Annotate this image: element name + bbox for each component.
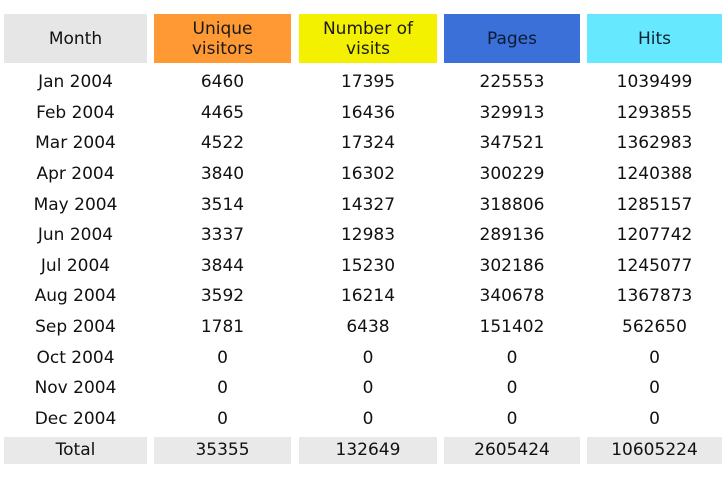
unique-visitors-cell: 0: [217, 408, 228, 429]
table-header-row: Month Unique visitors Number of visits P…: [4, 14, 722, 63]
total-hits: 10605224: [587, 437, 722, 465]
month-cell: Jul 2004: [40, 255, 111, 276]
visits-cell: 16436: [340, 102, 396, 123]
month-cell: Jan 2004: [38, 72, 113, 93]
visits-cell: 14327: [340, 194, 396, 215]
hits-cell: 1293855: [616, 102, 693, 123]
unique-visitors-cell: 3592: [200, 286, 245, 307]
unique-visitors-cell: 3337: [200, 225, 245, 246]
visits-cell: 6438: [346, 317, 390, 338]
pages-cell: 300229: [479, 164, 545, 185]
unique-visitors-cell: 3840: [200, 164, 245, 185]
month-cell: Mar 2004: [35, 133, 116, 154]
table-row: Apr 2004 3840 16302 300229 1240388: [4, 159, 722, 190]
unique-visitors-cell: 4465: [200, 102, 245, 123]
hits-cell: 1285157: [616, 194, 693, 215]
table-body: Jan 2004 6460 17395 225553 1039499 Feb 2004 44…: [4, 67, 722, 434]
visits-cell: 0: [362, 378, 374, 399]
month-cell: Sep 2004: [35, 317, 116, 338]
pages-cell: 340678: [479, 286, 545, 307]
hits-cell: 562650: [622, 317, 687, 338]
unique-visitors-cell: 0: [217, 378, 228, 399]
unique-visitors-cell: 0: [217, 347, 228, 368]
table-row: Oct 2004 0 0 0 0: [4, 342, 722, 373]
hits-cell: 1207742: [616, 225, 693, 246]
hits-cell: 1245077: [616, 255, 693, 276]
monthly-stats-table: Month Unique visitors Number of visits P…: [4, 14, 722, 465]
hits-cell: 0: [649, 347, 660, 368]
month-cell: Feb 2004: [36, 102, 115, 123]
visits-cell: 16214: [340, 286, 396, 307]
table-row: May 2004 3514 14327 318806 1285157: [4, 189, 722, 220]
month-cell: Oct 2004: [36, 347, 115, 368]
month-cell: May 2004: [33, 194, 118, 215]
hits-cell: 1362983: [616, 133, 693, 154]
visits-cell: 17395: [340, 72, 396, 93]
table-row: Jul 2004 3844 15230 302186 1245077: [4, 251, 722, 282]
total-visits: 132649: [299, 437, 437, 465]
table-row: Jun 2004 3337 12983 289136 1207742: [4, 220, 722, 251]
visits-cell: 12983: [340, 225, 396, 246]
pages-cell: 318806: [479, 194, 545, 215]
pages-cell: 347521: [479, 133, 545, 154]
pages-cell: 302186: [479, 255, 545, 276]
table-row: Aug 2004 3592 16214 340678 1367873: [4, 281, 722, 312]
table-row: Nov 2004 0 0 0 0: [4, 373, 722, 404]
unique-visitors-cell: 1781: [200, 317, 245, 338]
pages-cell: 329913: [479, 102, 545, 123]
total-row: Total 35355 132649 2605424 10605224: [4, 437, 722, 465]
month-cell: Nov 2004: [34, 378, 117, 399]
pages-cell: 151402: [479, 317, 545, 338]
pages-cell: 0: [506, 347, 518, 368]
table-row: Dec 2004 0 0 0 0: [4, 404, 722, 435]
table-row: Jan 2004 6460 17395 225553 1039499: [4, 67, 722, 98]
header-month: Month: [4, 14, 147, 63]
visits-cell: 16302: [340, 164, 396, 185]
unique-visitors-cell: 4522: [200, 133, 245, 154]
header-number-of-visits: Number of visits: [299, 14, 437, 63]
unique-visitors-cell: 3844: [200, 255, 245, 276]
month-cell: Aug 2004: [34, 286, 117, 307]
month-cell: Dec 2004: [34, 408, 117, 429]
total-label: Total: [4, 437, 147, 465]
month-cell: Apr 2004: [36, 164, 115, 185]
pages-cell: 289136: [479, 225, 545, 246]
visits-cell: 17324: [340, 133, 396, 154]
unique-visitors-cell: 6460: [200, 72, 245, 93]
visits-cell: 15230: [340, 255, 396, 276]
total-unique-visitors: 35355: [154, 437, 291, 465]
table-row: Sep 2004 1781 6438 151402 562650: [4, 312, 722, 343]
header-pages: Pages: [444, 14, 580, 63]
hits-cell: 0: [649, 408, 660, 429]
table-row: Mar 2004 4522 17324 347521 1362983: [4, 128, 722, 159]
hits-cell: 1039499: [616, 72, 693, 93]
unique-visitors-cell: 3514: [200, 194, 245, 215]
visits-cell: 0: [362, 347, 374, 368]
hits-cell: 1240388: [616, 164, 693, 185]
total-pages: 2605424: [444, 437, 580, 465]
hits-cell: 1367873: [616, 286, 693, 307]
visits-cell: 0: [362, 408, 374, 429]
pages-cell: 225553: [479, 72, 545, 93]
header-hits: Hits: [587, 14, 722, 63]
month-cell: Jun 2004: [37, 225, 114, 246]
pages-cell: 0: [506, 408, 518, 429]
pages-cell: 0: [506, 378, 518, 399]
header-unique-visitors: Unique visitors: [154, 14, 291, 63]
hits-cell: 0: [649, 378, 660, 399]
table-row: Feb 2004 4465 16436 329913 1293855: [4, 98, 722, 129]
